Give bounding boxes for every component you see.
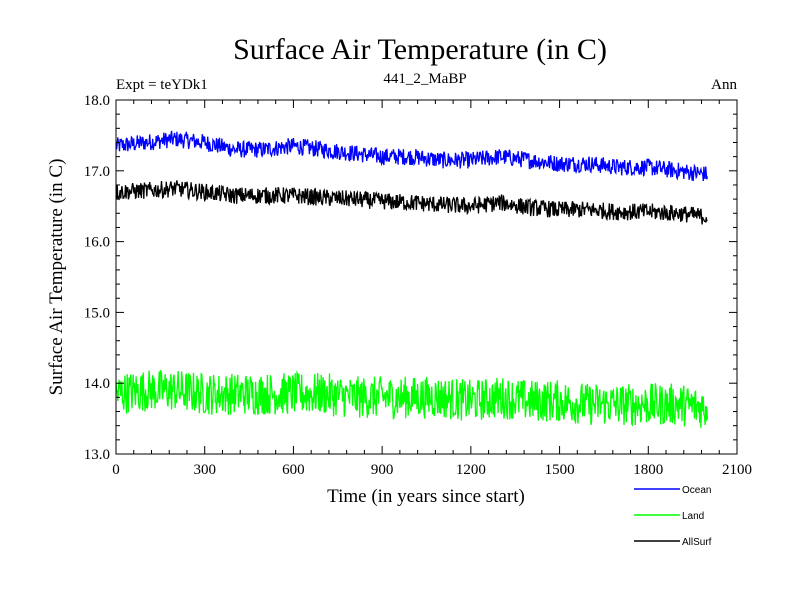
x-tick-label: 300 [193,462,216,478]
season-label: Ann [711,77,737,93]
x-tick-label: 1800 [633,462,663,478]
y-tick-label: 13.0 [84,447,110,463]
series-line-land [115,370,709,428]
legend-label-allsurf: AllSurf [682,537,712,548]
plot-frame [115,99,738,455]
y-tick-label: 16.0 [84,235,110,251]
x-tick-label: 900 [371,462,394,478]
y-tick-label: 17.0 [84,164,110,180]
x-tick-label: 0 [112,462,120,478]
ticks-layer: 0 300 600 900 1200 1500 1800 2100 13.0 14.0 15.0 16… [84,93,752,478]
series-line-allsurf [115,180,708,225]
y-tick-label: 14.0 [84,376,110,392]
experiment-label: Expt = teYDk1 [116,77,208,93]
legend-label-land: Land [682,511,704,522]
chart-subtitle: 441_2_MaBP [383,71,466,87]
x-tick-label: 1500 [545,462,575,478]
x-tick-label: 600 [282,462,305,478]
series-line-ocean [115,130,709,182]
legend-label-ocean: Ocean [682,485,711,496]
y-axis-label: Surface Air Temperature (in C) [46,159,67,396]
chart-title: Surface Air Temperature (in C) [233,33,607,66]
y-tick-label: 18.0 [84,93,110,109]
y-tick-label: 15.0 [84,305,110,321]
x-tick-label: 2100 [722,462,752,478]
x-tick-label: 1200 [456,462,486,478]
series-layer [115,130,709,428]
x-axis-label: Time (in years since start) [327,486,525,507]
legend: Ocean Land AllSurf [634,485,712,548]
